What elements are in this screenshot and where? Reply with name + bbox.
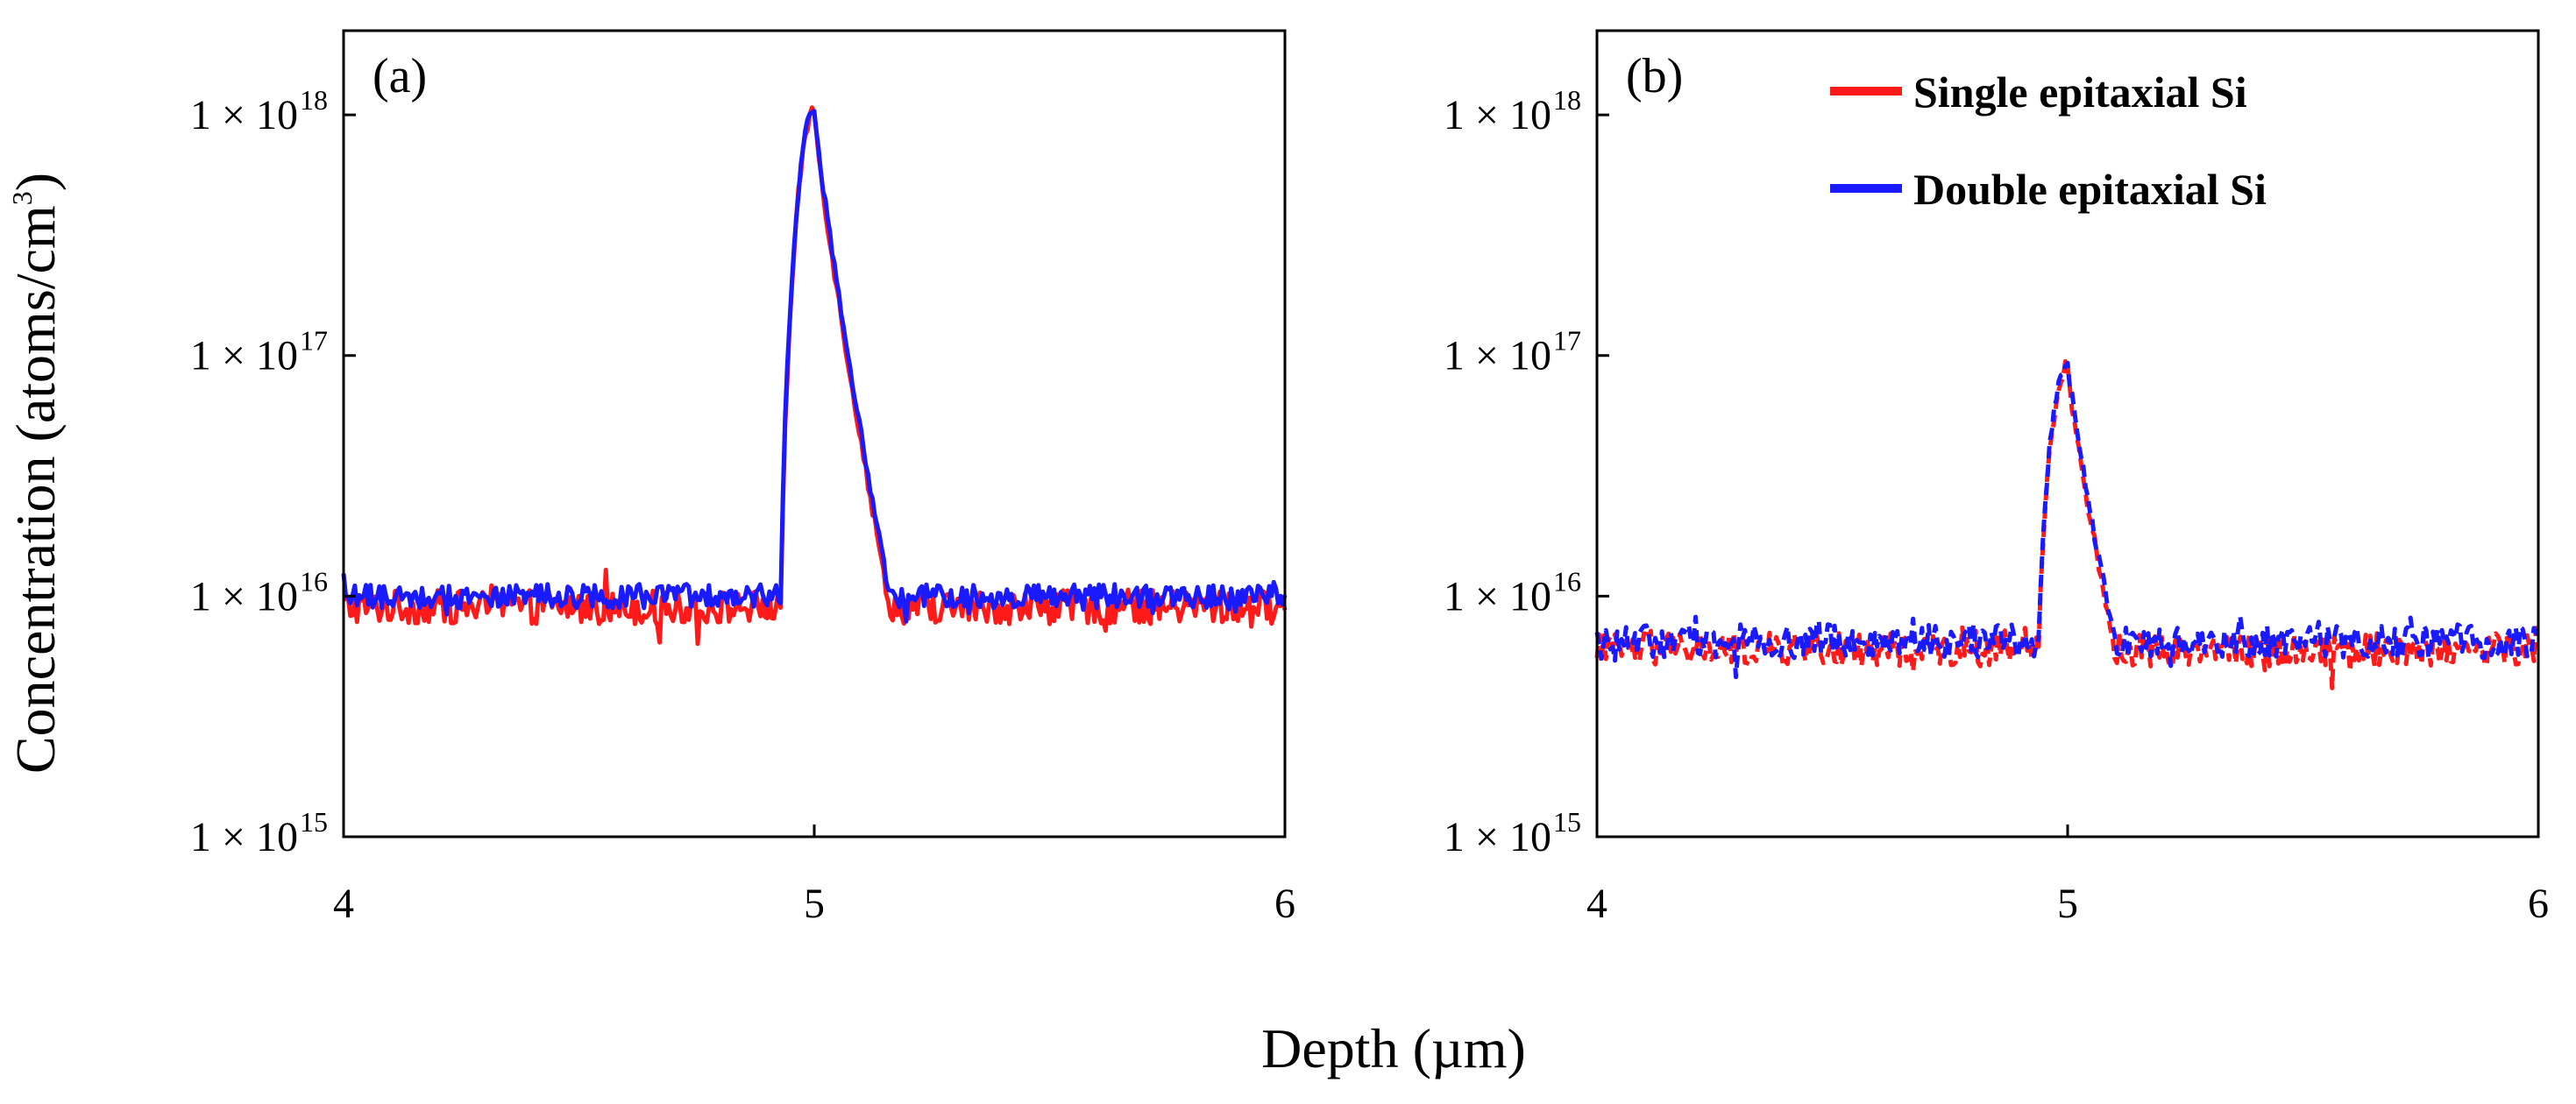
panel-b-y-tick-exponent: 16 [1553,565,1581,597]
panel-a-series [341,105,1288,647]
panel-b-ticks: 1 × 10 181 × 10 171 × 10 161 × 10 154 5 6 [1444,84,2549,927]
legend-label-single: Single epitaxial Si [1913,67,2247,117]
panel-b-x-tick-label: 5 [2057,881,2078,927]
panel-b-y-tick-exponent: 18 [1553,84,1581,116]
panel-b-series-double [1594,360,2540,680]
panel-b-series [1594,358,2541,690]
panel-a-y-tick-exponent: 17 [300,325,328,357]
panel-a-y-tick-label: 1 × 10 [190,814,298,860]
panel-a-series-single [342,105,1288,647]
panel-b-x-tick-label: 4 [1586,881,1607,927]
y-axis-title: Concentration (atoms/cm3) [4,173,67,774]
x-axis-title: Depth (µm) [1261,1017,1526,1079]
panel-a-frame [342,29,1287,839]
panel-a: 1 × 10 181 × 10 171 × 10 161 × 10 154 5 6 (a) [190,29,1295,927]
panel-a-y-tick-exponent: 18 [300,84,328,116]
panel-b-y-tick-exponent: 17 [1553,325,1581,357]
panel-b-series-single [1594,358,2541,690]
panel-a-x-tick-label: 6 [1274,881,1295,927]
panel-b-y-tick-label: 1 × 10 [1444,92,1551,138]
panel-a-y-tick-label: 1 × 10 [190,333,298,379]
panel-b-y-tick-exponent: 15 [1553,806,1581,838]
panel-a-y-tick-exponent: 16 [300,565,328,597]
panel-a-y-tick-label: 1 × 10 [190,573,298,619]
panel-a-x-tick-label: 5 [804,881,825,927]
legend-label-double: Double epitaxial Si [1913,165,2267,214]
panel-b-y-tick-label: 1 × 10 [1444,333,1551,379]
panel-b-y-tick-label: 1 × 10 [1444,573,1551,619]
panel-a-y-tick-label: 1 × 10 [190,92,298,138]
panel-a-ticks: 1 × 10 181 × 10 171 × 10 161 × 10 154 5 6 [190,84,1295,927]
panel-a-label: (a) [373,49,427,103]
legend: Single epitaxial Si Double epitaxial Si [1830,67,2267,214]
panel-b: 1 × 10 181 × 10 171 × 10 161 × 10 154 5 6 (b) … [1444,29,2549,927]
panel-b-y-tick-label: 1 × 10 [1444,814,1551,860]
panel-b-frame [1595,29,2540,839]
panel-b-label: (b) [1626,49,1683,103]
panel-a-series-double [341,109,1288,624]
panel-a-y-tick-exponent: 15 [300,806,328,838]
panel-a-x-tick-label: 4 [333,881,354,927]
panel-b-x-tick-label: 6 [2528,881,2549,927]
